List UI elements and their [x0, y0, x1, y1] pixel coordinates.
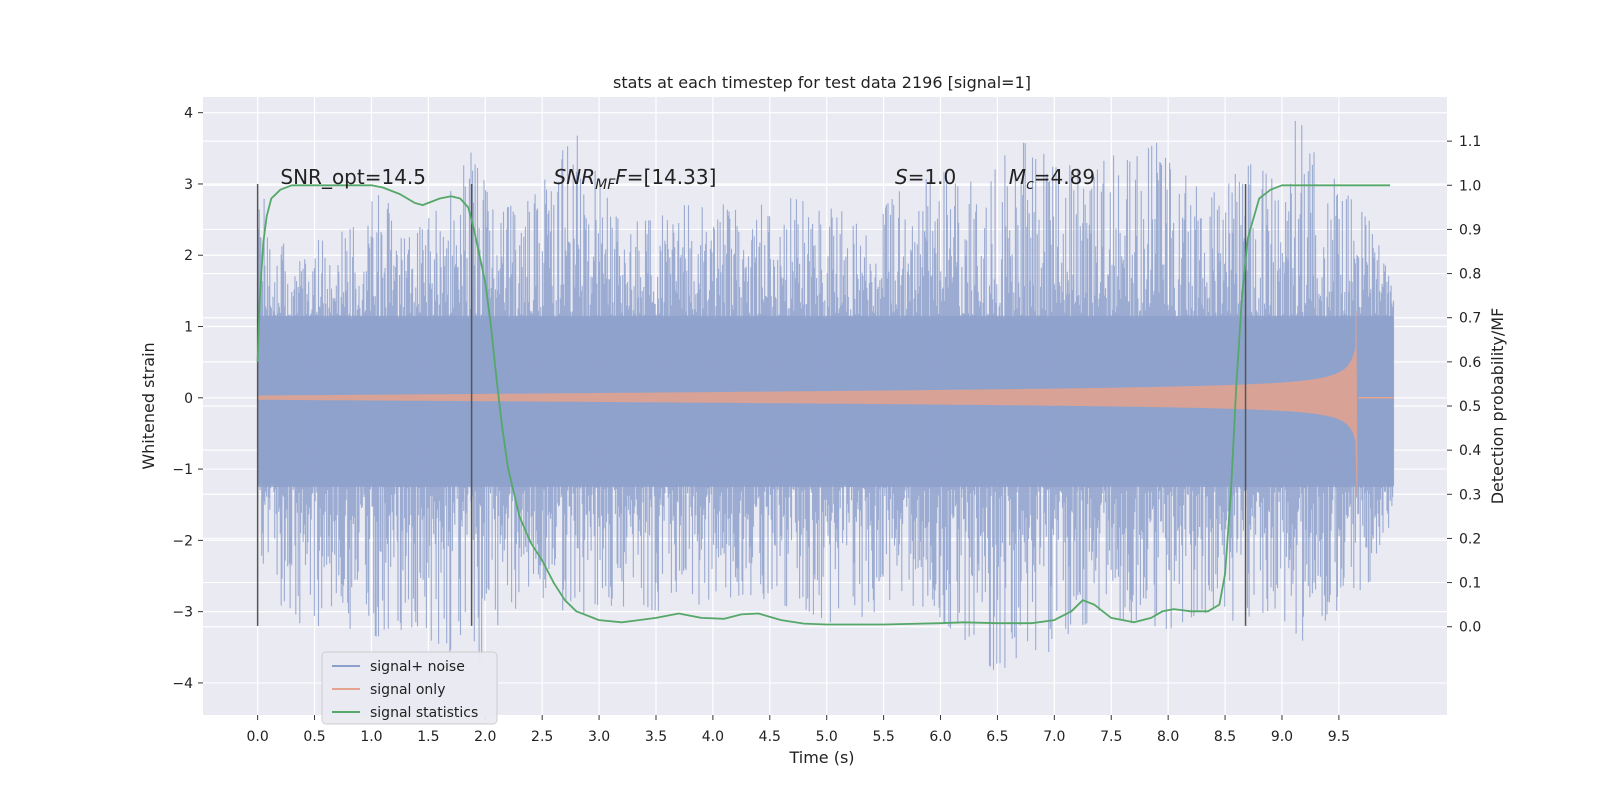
x-axis-label: Time (s) — [788, 748, 854, 767]
legend: signal+ noise signal only signal statistic… — [321, 651, 498, 725]
legend-label: signal only — [370, 682, 445, 698]
right-y-axis-ticks: 0.0 0.1 0.2 0.3 0.4 0.5 0.6 0.7 0.8 0.9 1.0 1.1 — [1447, 134, 1481, 636]
right-tick-label: 0.0 — [1459, 620, 1481, 636]
legend-box — [321, 651, 498, 725]
annotation-text: S=1.0 — [895, 165, 956, 189]
right-tick-label: 0.9 — [1459, 222, 1481, 238]
right-tick-label: 1.1 — [1459, 134, 1481, 150]
y-tick-label: −4 — [172, 676, 193, 692]
x-tick-label: 8.5 — [1214, 729, 1236, 745]
right-y-axis-label: Detection probability/MF — [1488, 308, 1507, 505]
x-tick-label: 9.0 — [1271, 729, 1293, 745]
y-axis-ticks: −4 −3 −2 −1 0 1 2 3 4 — [172, 106, 203, 692]
right-tick-label: 0.6 — [1459, 355, 1481, 371]
signal-statistics-series — [256, 184, 1391, 626]
x-tick-label: 6.0 — [929, 729, 951, 745]
annotation-text: SNRMFF=[14.33] — [554, 165, 717, 193]
right-tick-label: 0.2 — [1459, 531, 1481, 547]
annotation-text: Mc=4.89 — [1009, 165, 1095, 193]
x-tick-label: 5.5 — [872, 729, 894, 745]
x-tick-label: 4.5 — [759, 729, 781, 745]
signal-only-envelope — [257, 310, 1358, 498]
x-tick-label: 1.0 — [360, 729, 382, 745]
right-tick-label: 0.4 — [1459, 443, 1481, 459]
right-tick-label: 0.8 — [1459, 267, 1481, 283]
legend-label: signal statistics — [370, 705, 478, 721]
legend-label: signal+ noise — [370, 659, 465, 675]
y-tick-label: 3 — [184, 177, 193, 193]
right-tick-label: 0.7 — [1459, 311, 1481, 327]
x-tick-label: 2.5 — [531, 729, 553, 745]
y-tick-label: 4 — [184, 106, 193, 122]
y-tick-label: −1 — [172, 462, 193, 478]
y-tick-label: 0 — [184, 391, 193, 407]
signal-statistics-line — [256, 184, 1391, 626]
x-tick-label: 8.0 — [1157, 729, 1179, 745]
y-tick-label: −2 — [172, 533, 193, 549]
x-axis-ticks: 0.0 0.5 1.0 1.5 2.0 2.5 3.0 3.5 4.0 4.5 5.0 5.5 6.0 6… — [246, 715, 1350, 745]
y-axis-label: Whitened strain — [139, 342, 158, 469]
x-tick-label: 3.5 — [645, 729, 667, 745]
x-tick-label: 7.5 — [1100, 729, 1122, 745]
right-tick-label: 0.1 — [1459, 576, 1481, 592]
right-tick-label: 0.3 — [1459, 487, 1481, 503]
y-tick-label: 1 — [184, 320, 193, 336]
x-tick-label: 1.5 — [417, 729, 439, 745]
x-tick-label: 0.5 — [303, 729, 325, 745]
signal-only-series — [257, 310, 1394, 498]
chart-title: stats at each timestep for test data 219… — [613, 73, 1031, 92]
x-tick-label: 3.0 — [588, 729, 610, 745]
annotation-text: SNR_opt=14.5 — [280, 165, 426, 189]
x-tick-label: 5.0 — [816, 729, 838, 745]
x-tick-label: 0.0 — [246, 729, 268, 745]
right-tick-label: 0.5 — [1459, 399, 1481, 415]
x-tick-label: 9.5 — [1328, 729, 1350, 745]
x-tick-label: 6.5 — [986, 729, 1008, 745]
x-tick-label: 2.0 — [474, 729, 496, 745]
x-tick-label: 7.0 — [1043, 729, 1065, 745]
x-tick-label: 4.0 — [702, 729, 724, 745]
annotations: SNR_opt=14.5 SNRMFF=[14.33] S=1.0 Mc=4.89 — [280, 165, 1095, 193]
right-tick-label: 1.0 — [1459, 178, 1481, 194]
y-tick-label: −3 — [172, 605, 193, 621]
y-tick-label: 2 — [184, 248, 193, 264]
